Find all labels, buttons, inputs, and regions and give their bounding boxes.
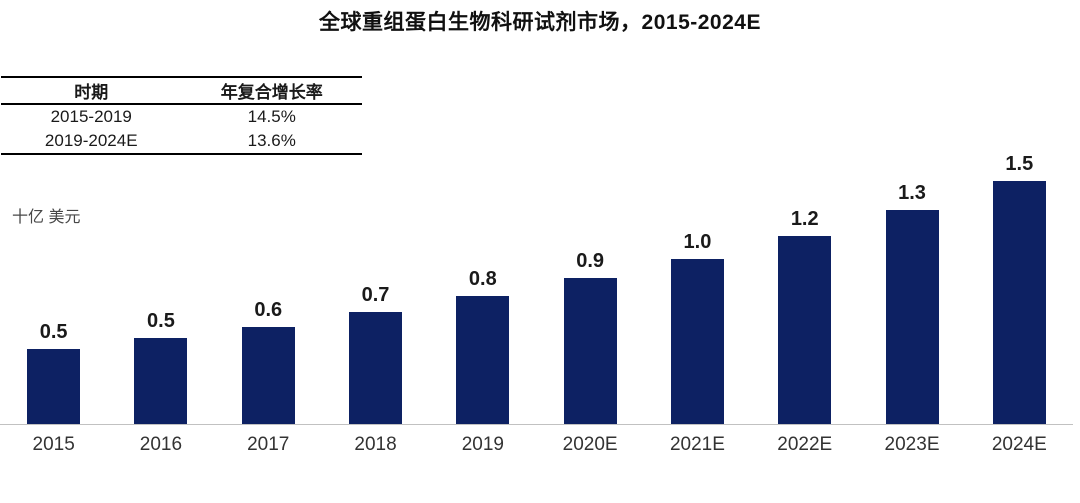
plot-area: 0.5 0.5 0.6 0.7 0.8 0.9 1.0 1.2 [0,151,1073,424]
cagr-table-header-period: 时期 [1,77,182,105]
table-row: 2015-2019 14.5% [1,104,362,129]
x-axis-label-2023e: 2023E [884,434,940,455]
bar-value-label: 1.2 [790,208,819,230]
bar-group-2021e: 1.0 [644,151,751,424]
cagr-value-2019-2024e: 13.6% [247,131,296,150]
bar-2021e [670,259,724,424]
x-axis-labels: 2015 2016 2017 2018 2019 2020E 2021E 202… [0,434,1073,456]
bar-group-2019: 0.8 [429,151,536,424]
y-axis-unit-label: 十亿 美元 [12,209,81,226]
bar-2023e [885,210,939,424]
bar-2022e [778,236,832,424]
x-axis-label-2024e: 2024E [991,434,1047,455]
cagr-table: 时期 年复合增长率 2015-2019 14.5% 2019-2024E 13.… [1,76,362,155]
x-axis-label-2022e: 2022E [777,434,833,455]
bar-group-2024e: 1.5 [966,151,1073,424]
bar-group-2015: 0.5 [0,151,107,424]
bar-2019 [456,296,510,424]
bar-value-label: 1.5 [1005,153,1034,175]
bar-group-2017: 0.6 [215,151,322,424]
bar-group-2018: 0.7 [322,151,429,424]
x-axis-label-2017: 2017 [247,434,290,455]
bar-value-label: 0.7 [361,284,390,306]
x-axis-label-2016: 2016 [139,434,183,455]
chart-title: 全球重组蛋白生物科研试剂市场，2015-2024E [319,11,761,34]
x-axis-label-2019: 2019 [461,434,504,455]
bar-group-2020e: 0.9 [536,151,643,424]
x-axis-label-2021e: 2021E [669,434,725,455]
bar-2017 [241,327,295,424]
bar-value-label: 0.5 [39,321,68,343]
bar-2024e [992,181,1046,424]
bar-2018 [349,312,403,424]
x-axis-label-2020e: 2020E [562,434,618,455]
bar-group-2016: 0.5 [107,151,214,424]
cagr-table-header-row: 时期 年复合增长率 [1,77,362,105]
bar-group-2023e: 1.3 [858,151,965,424]
bar-2020e [563,278,617,424]
bar-value-label: 1.3 [898,182,926,204]
bar-value-label: 1.0 [683,231,712,253]
bar-value-label: 0.8 [468,268,497,290]
bar-value-label: 0.5 [147,310,175,332]
cagr-table-header-cagr: 年复合增长率 [181,77,362,105]
cagr-value-2015-2019: 14.5% [247,107,296,126]
cagr-period-2019-2024e: 2019-2024E [44,131,138,150]
table-row: 2019-2024E 13.6% [1,129,362,154]
x-axis-label-2018: 2018 [354,434,397,455]
bar-value-label: 0.9 [576,250,605,272]
x-axis-label-2015: 2015 [32,434,75,455]
bar-group-2022e: 1.2 [751,151,858,424]
cagr-period-2015-2019: 2015-2019 [50,107,132,126]
bar-value-label: 0.6 [254,299,283,321]
bar-2016 [134,338,188,424]
x-axis-line [0,424,1073,425]
bar-2015 [27,349,81,424]
